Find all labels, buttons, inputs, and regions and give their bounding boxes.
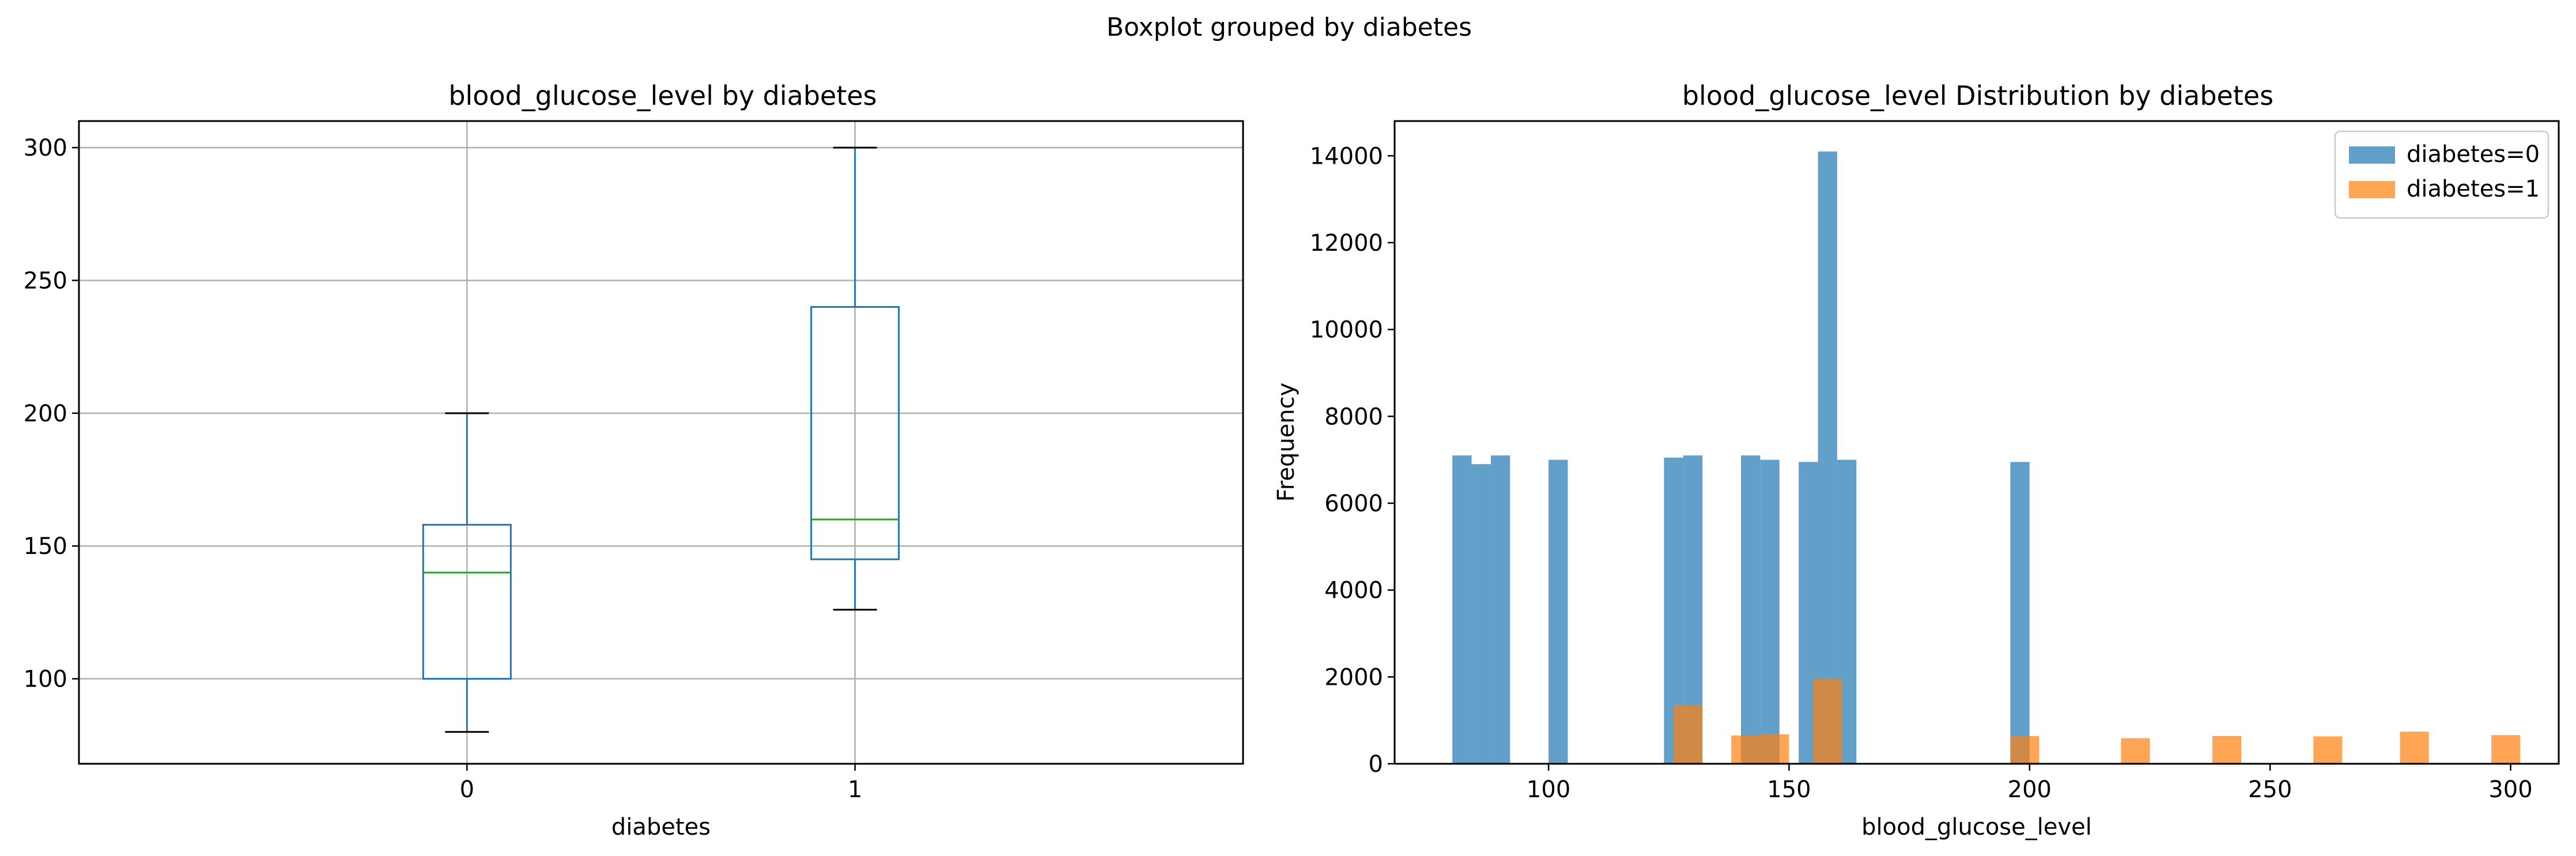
histogram-x-tick-label: 150 <box>1767 776 1811 803</box>
boxplot-marks <box>422 146 900 733</box>
boxplot-y-ticks: 100 150 200 250 300 <box>24 135 79 693</box>
histogram-frame <box>1393 120 2560 765</box>
histogram-title: blood_glucose_level Distribution by diab… <box>1682 80 2273 111</box>
histogram-bar <box>1548 459 1568 764</box>
histogram-bar <box>1490 455 1510 764</box>
boxplot-y-tick-label: 200 <box>24 401 67 427</box>
histogram-bar <box>1813 679 1842 764</box>
boxplot-frame <box>78 120 1244 765</box>
histogram-bar <box>1760 734 1789 764</box>
histogram-bar <box>2491 735 2521 764</box>
histogram-y-tick-label: 10000 <box>1310 317 1383 344</box>
histogram-y-tick-label: 2000 <box>1324 664 1383 691</box>
histogram-bar <box>2212 736 2242 764</box>
histogram-bar <box>2313 736 2343 764</box>
histogram-legend-label: diabetes=0 <box>2407 141 2540 168</box>
histogram-legend-swatch <box>2349 146 2395 164</box>
histogram-y-tick-label: 12000 <box>1310 230 1383 257</box>
boxplot-x-tick-label: 1 <box>848 776 862 803</box>
boxplot-y-tick-label: 300 <box>24 135 67 161</box>
histogram-bar <box>1452 455 1472 764</box>
boxplot-y-tick-label: 250 <box>24 267 67 294</box>
histogram-bar <box>1740 455 1761 764</box>
boxplot-box <box>810 306 900 560</box>
histogram-y-ticks: 0 2000 4000 6000 8000 10000 12000 14000 <box>1310 143 1395 778</box>
histogram-y-tick-label: 8000 <box>1324 404 1383 430</box>
histogram-legend: diabetes=0 diabetes=1 <box>2334 130 2549 219</box>
boxplot-title: blood_glucose_level by diabetes <box>448 80 877 111</box>
histogram-bar <box>2400 731 2429 764</box>
boxplot-y-tick-label: 150 <box>24 533 67 560</box>
boxplot-panel: blood_glucose_level by diabetes 100 150 20… <box>24 80 1244 840</box>
histogram-bar <box>2010 462 2030 764</box>
histogram-bar <box>1760 459 1780 764</box>
histogram-bar <box>2121 738 2150 764</box>
histogram-x-tick-label: 100 <box>1527 776 1570 803</box>
histogram-y-tick-label: 4000 <box>1324 578 1383 604</box>
boxplot-x-tick-label: 0 <box>460 776 474 803</box>
histogram-bar <box>1818 151 1837 764</box>
histogram-y-tick-label: 14000 <box>1310 143 1383 169</box>
histogram-bar <box>1731 736 1761 764</box>
histogram-x-tick-label: 300 <box>2488 776 2532 803</box>
histogram-x-tick-label: 200 <box>2008 776 2052 803</box>
histogram-bar <box>1674 705 1703 764</box>
histogram-y-tick-label: 0 <box>1369 751 1383 778</box>
histogram-x-axis-label: blood_glucose_level <box>1861 814 2092 840</box>
histogram-legend-label: diabetes=1 <box>2407 176 2540 202</box>
histogram-bar <box>1471 464 1491 764</box>
histogram-x-ticks: 100 150 200 250 300 <box>1527 764 2533 803</box>
boxplot-grid <box>79 121 1243 764</box>
histogram-panel: blood_glucose_level Distribution by diab… <box>1273 80 2560 840</box>
figure-title: Boxplot grouped by diabetes <box>1106 13 1472 42</box>
histogram-y-axis-label: Frequency <box>1273 383 1300 502</box>
histogram-y-tick-label: 6000 <box>1324 491 1383 517</box>
boxplot-box <box>422 523 512 680</box>
histogram-bar <box>2010 736 2039 764</box>
histogram-legend-swatch <box>2349 181 2395 198</box>
histogram-x-tick-label: 250 <box>2248 776 2292 803</box>
boxplot-y-tick-label: 100 <box>24 666 67 693</box>
boxplot-x-axis-label: diabetes <box>611 814 711 840</box>
histogram-bars <box>1452 151 2521 764</box>
